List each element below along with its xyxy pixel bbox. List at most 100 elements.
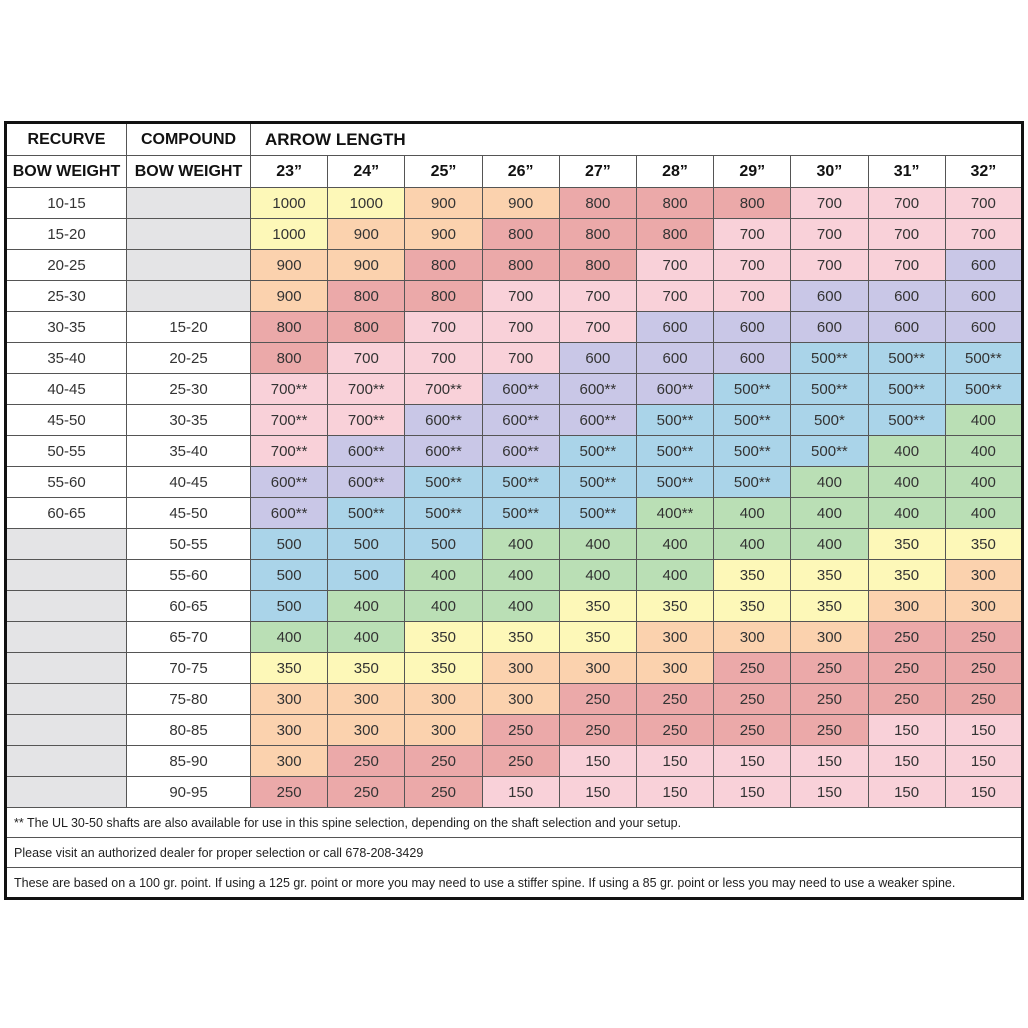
spine-cell: 500** — [867, 342, 946, 374]
spine-cell: 150 — [867, 745, 946, 777]
spine-cell: 500** — [558, 497, 637, 529]
spine-cell: 700 — [635, 249, 715, 281]
compound-weight: 35-40 — [126, 435, 251, 467]
compound-weight-empty — [126, 187, 251, 219]
spine-cell: 250 — [867, 621, 946, 653]
spine-cell: 350 — [635, 590, 715, 622]
note: ** The UL 30-50 shafts are also availabl… — [5, 807, 1023, 838]
spine-cell: 400 — [790, 528, 869, 560]
arrow-length: 29” — [713, 155, 792, 188]
spine-cell: 800 — [404, 280, 483, 312]
arrow-length: 24” — [327, 155, 406, 188]
arrow-length: 25” — [404, 155, 483, 188]
spine-cell: 900 — [481, 187, 560, 219]
arrow-length: 30” — [790, 155, 869, 188]
compound-weight: 65-70 — [126, 621, 251, 653]
spine-cell: 500 — [327, 559, 406, 591]
recurve-weight-empty — [5, 528, 127, 560]
spine-cell: 400 — [481, 559, 560, 591]
spine-cell: 250 — [944, 652, 1024, 684]
spine-cell: 800 — [327, 280, 406, 312]
spine-cell: 700 — [558, 280, 637, 312]
spine-cell: 300 — [327, 714, 406, 746]
spine-cell: 400 — [404, 590, 483, 622]
spine-cell: 300 — [867, 590, 946, 622]
spine-cell: 250 — [481, 745, 560, 777]
spine-cell: 500 — [249, 528, 329, 560]
spine-cell: 700 — [404, 342, 483, 374]
spine-cell: 900 — [404, 218, 483, 250]
spine-cell: 400 — [481, 528, 560, 560]
spine-cell: 300 — [481, 683, 560, 715]
spine-cell: 700 — [944, 187, 1024, 219]
spine-cell: 700 — [867, 187, 946, 219]
spine-cell: 150 — [713, 776, 792, 808]
spine-cell: 250 — [558, 683, 637, 715]
spine-cell: 500** — [713, 435, 792, 467]
spine-cell: 400 — [558, 559, 637, 591]
data-row: 55-60 40-45 600** 600** 500** 500** 500** 500**… — [5, 466, 1024, 498]
spine-cell: 150 — [944, 714, 1024, 746]
spine-cell: 500** — [404, 466, 483, 498]
compound-weight-empty — [126, 249, 251, 281]
data-row: 65-70 400 400 350 350 350 300 300 300 250 250 — [5, 621, 1024, 653]
spine-cell: 300 — [713, 621, 792, 653]
spine-cell: 700** — [249, 373, 329, 405]
spine-cell: 400 — [944, 435, 1024, 467]
arrow-length: 31” — [867, 155, 946, 188]
spine-cell: 600** — [481, 435, 560, 467]
recurve-weight: 15-20 — [5, 218, 127, 250]
arrow-length: 23” — [249, 155, 329, 188]
spine-cell: 150 — [481, 776, 560, 808]
spine-cell: 250 — [713, 683, 792, 715]
spine-cell: 500 — [327, 528, 406, 560]
spine-cell: 400 — [249, 621, 329, 653]
spine-cell: 150 — [790, 776, 869, 808]
spine-cell: 600** — [327, 466, 406, 498]
spine-cell: 600 — [558, 342, 637, 374]
spine-cell: 400 — [558, 528, 637, 560]
spine-cell: 150 — [635, 776, 715, 808]
spine-cell: 250 — [327, 776, 406, 808]
spine-cell: 600** — [249, 466, 329, 498]
spine-cell: 350 — [713, 590, 792, 622]
spine-cell: 500** — [635, 404, 715, 436]
spine-cell: 250 — [404, 745, 483, 777]
spine-cell: 700 — [944, 218, 1024, 250]
recurve-weight: 30-35 — [5, 311, 127, 343]
spine-cell: 250 — [790, 714, 869, 746]
compound-weight: 70-75 — [126, 652, 251, 684]
arrow-length: 27” — [558, 155, 637, 188]
spine-cell: 400 — [635, 528, 715, 560]
recurve-weight-empty — [5, 745, 127, 777]
spine-cell: 600 — [790, 280, 869, 312]
recurve-weight: 20-25 — [5, 249, 127, 281]
recurve-weight: 25-30 — [5, 280, 127, 312]
compound-weight: 75-80 — [126, 683, 251, 715]
spine-cell: 300 — [944, 559, 1024, 591]
spine-cell: 800 — [558, 249, 637, 281]
recurve-weight-empty — [5, 683, 127, 715]
spine-cell: 500** — [944, 373, 1024, 405]
spine-cell: 250 — [944, 683, 1024, 715]
spine-cell: 500** — [404, 497, 483, 529]
spine-cell: 900 — [404, 187, 483, 219]
spine-cell: 600** — [635, 373, 715, 405]
data-row: 70-75 350 350 350 300 300 300 250 250 250 250 — [5, 652, 1024, 684]
spine-cell: 500** — [867, 404, 946, 436]
spine-cell: 350 — [558, 621, 637, 653]
recurve-weight: 50-55 — [5, 435, 127, 467]
spine-cell: 600 — [635, 342, 715, 374]
spine-cell: 700 — [713, 280, 792, 312]
recurve-weight-empty — [5, 590, 127, 622]
spine-cell: 600** — [404, 435, 483, 467]
spine-cell: 400 — [790, 466, 869, 498]
spine-cell: 150 — [944, 745, 1024, 777]
spine-cell: 400 — [635, 559, 715, 591]
spine-cell: 300 — [944, 590, 1024, 622]
compound-weight: 25-30 — [126, 373, 251, 405]
spine-chart: RECURVE COMPOUND ARROW LENGTH BOW WEIGHT BOW… — [4, 121, 1024, 900]
spine-cell: 350 — [558, 590, 637, 622]
recurve-subheader: BOW WEIGHT — [5, 155, 127, 188]
compound-weight: 40-45 — [126, 466, 251, 498]
